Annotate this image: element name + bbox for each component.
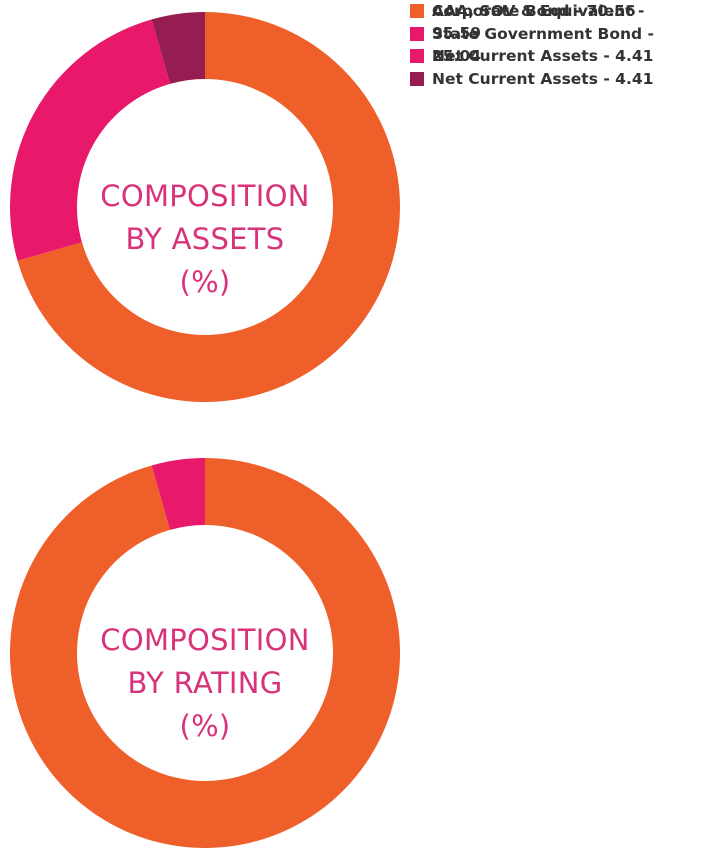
rating-center-line-3: (%) bbox=[179, 709, 231, 743]
legend-swatch bbox=[410, 72, 424, 86]
legend-label: Net Current Assets - 4.41 bbox=[432, 47, 654, 65]
assets-center-line-3: (%) bbox=[179, 265, 231, 299]
legend-swatch bbox=[410, 4, 424, 18]
composition-by-rating-chart: COMPOSITION BY RATING (%) bbox=[0, 440, 719, 851]
legend-item-net-current-assets: Net Current Assets - 4.41 bbox=[410, 68, 667, 90]
assets-slice-0 bbox=[17, 12, 400, 402]
legend-label: Net Current Assets - 4.41 bbox=[432, 70, 654, 88]
assets-slice-2 bbox=[151, 12, 205, 84]
rating-center-label: COMPOSITION BY RATING (%) bbox=[85, 619, 325, 748]
composition-by-assets-chart: COMPOSITION BY ASSETS (%) bbox=[0, 0, 719, 402]
assets-donut bbox=[10, 12, 400, 402]
legend-swatch bbox=[410, 49, 424, 63]
rating-slice-0 bbox=[10, 458, 400, 848]
legend-label: State Government Bond - 25.04 bbox=[432, 25, 654, 65]
assets-center-label: COMPOSITION BY ASSETS (%) bbox=[85, 175, 325, 304]
legend-item-net-current-assets: Net Current Assets - 4.41 bbox=[410, 45, 667, 67]
rating-donut bbox=[10, 458, 400, 848]
legend-swatch bbox=[410, 27, 424, 41]
rating-slice-1 bbox=[151, 458, 205, 530]
rating-center-line-2: BY RATING bbox=[127, 666, 283, 700]
rating-legend: AAA, SOV & Equivalent - 95.59 Net Curren… bbox=[410, 0, 667, 68]
rating-center-line-1: COMPOSITION bbox=[100, 623, 310, 657]
assets-center-line-2: BY ASSETS bbox=[125, 222, 285, 256]
legend-item-aaa-sov-equivalent: AAA, SOV & Equivalent - 95.59 bbox=[410, 0, 667, 44]
legend-item-state-government-bond: State Government Bond - 25.04 bbox=[410, 23, 667, 67]
assets-slice-1 bbox=[10, 19, 170, 261]
legend-label: AAA, SOV & Equivalent - 95.59 bbox=[432, 2, 645, 42]
assets-center-line-1: COMPOSITION bbox=[100, 179, 310, 213]
legend-label: Corporate Bond - 70.56 bbox=[432, 2, 636, 20]
